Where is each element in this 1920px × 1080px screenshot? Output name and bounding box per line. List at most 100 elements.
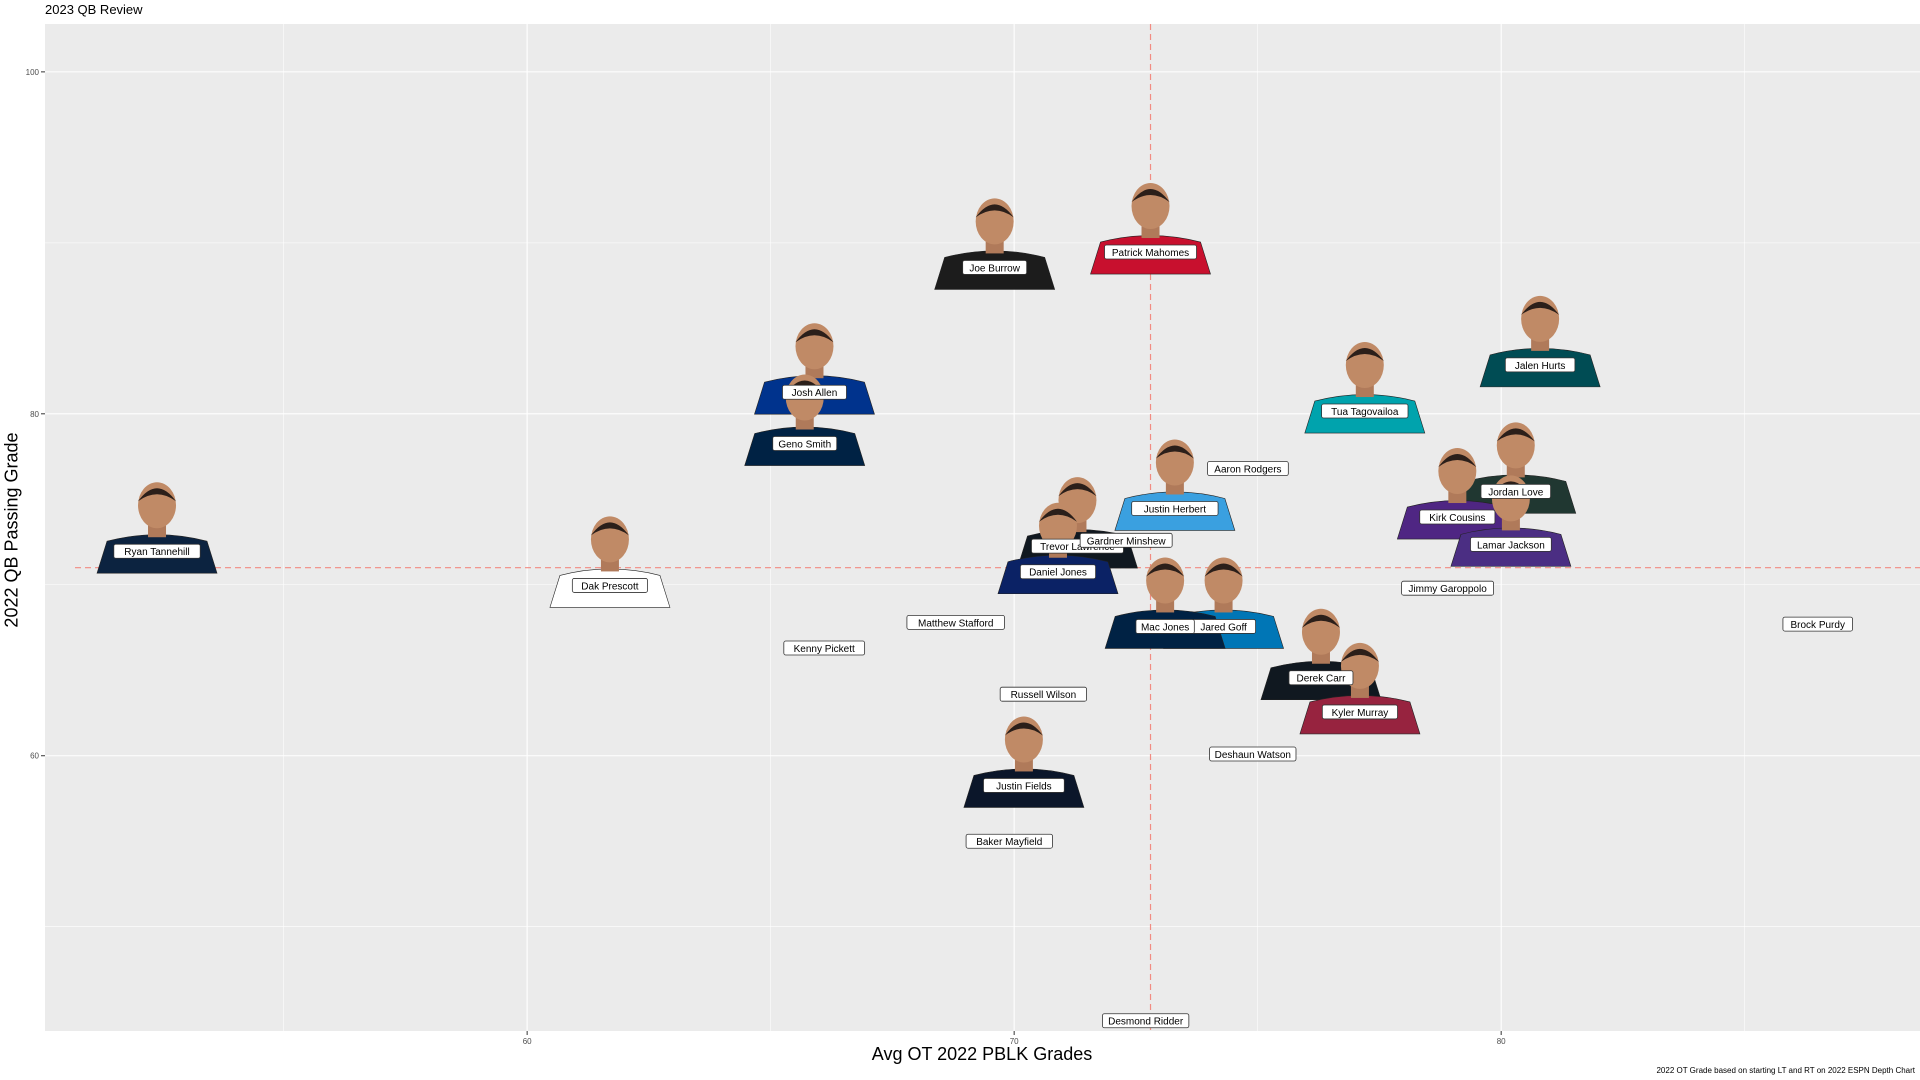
player-label: Ryan Tannehill xyxy=(113,543,201,559)
player-name: Brock Purdy xyxy=(1790,620,1844,631)
player-name: Kyler Murray xyxy=(1332,708,1389,719)
hair-shape xyxy=(1340,648,1379,662)
player-label-box xyxy=(1782,616,1853,632)
player-name: Geno Smith xyxy=(778,440,831,451)
player-label: Jared Goff xyxy=(1191,619,1256,634)
player-label-box xyxy=(965,833,1053,849)
player-label: Geno Smith xyxy=(772,436,838,451)
player-label: Kyler Murray xyxy=(1321,704,1398,720)
player-label: Kenny Pickett xyxy=(783,640,866,656)
player-label: Patrick Mahomes xyxy=(1104,244,1197,260)
player-label-box xyxy=(1209,746,1297,762)
chart-caption: 2022 OT Grade based on starting LT and R… xyxy=(1656,1066,1915,1075)
player-label: Tua Tagovailoa xyxy=(1321,403,1409,419)
player-label-box xyxy=(782,384,847,400)
player-label-box xyxy=(1480,483,1551,499)
hair-shape xyxy=(1038,508,1077,522)
player-label-box xyxy=(1207,461,1289,476)
player-label: Dak Prescott xyxy=(571,578,648,593)
y-tick-label: 100 xyxy=(26,68,40,77)
player-name: Kirk Cousins xyxy=(1429,513,1485,524)
hair-shape xyxy=(1496,428,1535,442)
chart-title: 2023 QB Review xyxy=(45,2,143,17)
player-name: Jared Goff xyxy=(1200,622,1247,633)
hair-shape xyxy=(1131,189,1170,203)
player-label: Russell Wilson xyxy=(999,686,1087,702)
y-tick-label: 60 xyxy=(30,752,39,761)
player-label: Josh Allen xyxy=(782,384,847,400)
player-name: Deshaun Watson xyxy=(1215,750,1291,761)
player-name: Mac Jones xyxy=(1141,622,1189,633)
player-name: Desmond Ridder xyxy=(1108,1017,1184,1028)
player-name: Gardner Minshew xyxy=(1087,536,1167,547)
player-label: Jalen Hurts xyxy=(1504,357,1576,373)
player-label-box xyxy=(983,778,1065,793)
player-name: Derek Carr xyxy=(1297,674,1347,685)
player-label-box xyxy=(1131,501,1219,516)
player-label: Desmond Ridder xyxy=(1102,1013,1190,1029)
hair-shape xyxy=(138,488,177,502)
player-label: Daniel Jones xyxy=(1019,564,1096,580)
player-label: Justin Fields xyxy=(983,778,1065,793)
player-label-box xyxy=(571,578,648,593)
player-name: Jalen Hurts xyxy=(1515,361,1566,372)
player-name: Ryan Tannehill xyxy=(124,547,189,558)
player-label: Jordan Love xyxy=(1480,483,1551,499)
hair-shape xyxy=(1521,301,1560,315)
player-name: Daniel Jones xyxy=(1029,568,1087,579)
hair-shape xyxy=(1204,563,1243,577)
player-label: Brock Purdy xyxy=(1782,616,1853,632)
player-label: Lamar Jackson xyxy=(1470,536,1552,552)
player-name: Justin Fields xyxy=(996,781,1052,792)
grid-minor xyxy=(45,24,1920,1031)
hair-shape xyxy=(1301,614,1340,628)
player-label: Jimmy Garoppolo xyxy=(1401,580,1494,596)
player-label: Gardner Minshew xyxy=(1079,532,1173,548)
player-label-box xyxy=(999,686,1087,702)
player-label: Aaron Rodgers xyxy=(1207,461,1289,476)
hair-shape xyxy=(975,204,1014,218)
hair-shape xyxy=(590,522,629,536)
player-label-box xyxy=(1321,403,1409,419)
player-label-box xyxy=(772,436,838,451)
player-label-box xyxy=(1288,670,1354,686)
player-label-box xyxy=(906,614,1005,630)
x-axis-label: Avg OT 2022 PBLK Grades xyxy=(871,1044,1093,1064)
player-label-box xyxy=(783,640,866,656)
player-name: Dak Prescott xyxy=(581,581,638,592)
player-label-box xyxy=(1470,536,1552,552)
player-label: Justin Herbert xyxy=(1131,501,1219,516)
player-label-box xyxy=(1019,564,1096,580)
player-label: Mac Jones xyxy=(1135,619,1195,634)
player-name: Patrick Mahomes xyxy=(1112,248,1189,259)
hair-shape xyxy=(795,329,834,343)
player-label-box xyxy=(1102,1013,1190,1029)
player-label-box xyxy=(1504,357,1576,373)
player-name: Jimmy Garoppolo xyxy=(1408,584,1487,595)
x-tick-label: 80 xyxy=(1497,1037,1506,1046)
player-label-box xyxy=(1321,704,1398,720)
player-label: Deshaun Watson xyxy=(1209,746,1297,762)
player-label: Baker Mayfield xyxy=(965,833,1053,849)
player-name: Lamar Jackson xyxy=(1477,540,1545,551)
axis-ticks: 60 70 80 60 80 100 xyxy=(26,68,1507,1046)
player-label-box xyxy=(1104,244,1197,260)
y-tick-label: 80 xyxy=(30,410,39,419)
player-label-box xyxy=(1135,619,1195,634)
player-label-box xyxy=(962,260,1028,275)
player-name: Josh Allen xyxy=(792,388,838,399)
player-name: Matthew Stafford xyxy=(918,618,993,629)
hair-shape xyxy=(785,380,824,394)
player-label-box xyxy=(1079,532,1173,548)
player-name: Trevor Lawrence xyxy=(1040,542,1115,553)
player-points: Joe Burrow Patrick Mahomes Jalen Hurts Josh… xyxy=(96,183,1853,1029)
player-label: Matthew Stafford xyxy=(906,614,1005,630)
hair-shape xyxy=(1004,722,1043,736)
x-tick-label: 60 xyxy=(523,1037,532,1046)
hair-shape xyxy=(1146,563,1185,577)
player-label-box xyxy=(113,543,201,559)
player-label: Kirk Cousins xyxy=(1419,509,1496,525)
hair-shape xyxy=(1438,454,1477,468)
player-name: Jordan Love xyxy=(1488,487,1543,498)
